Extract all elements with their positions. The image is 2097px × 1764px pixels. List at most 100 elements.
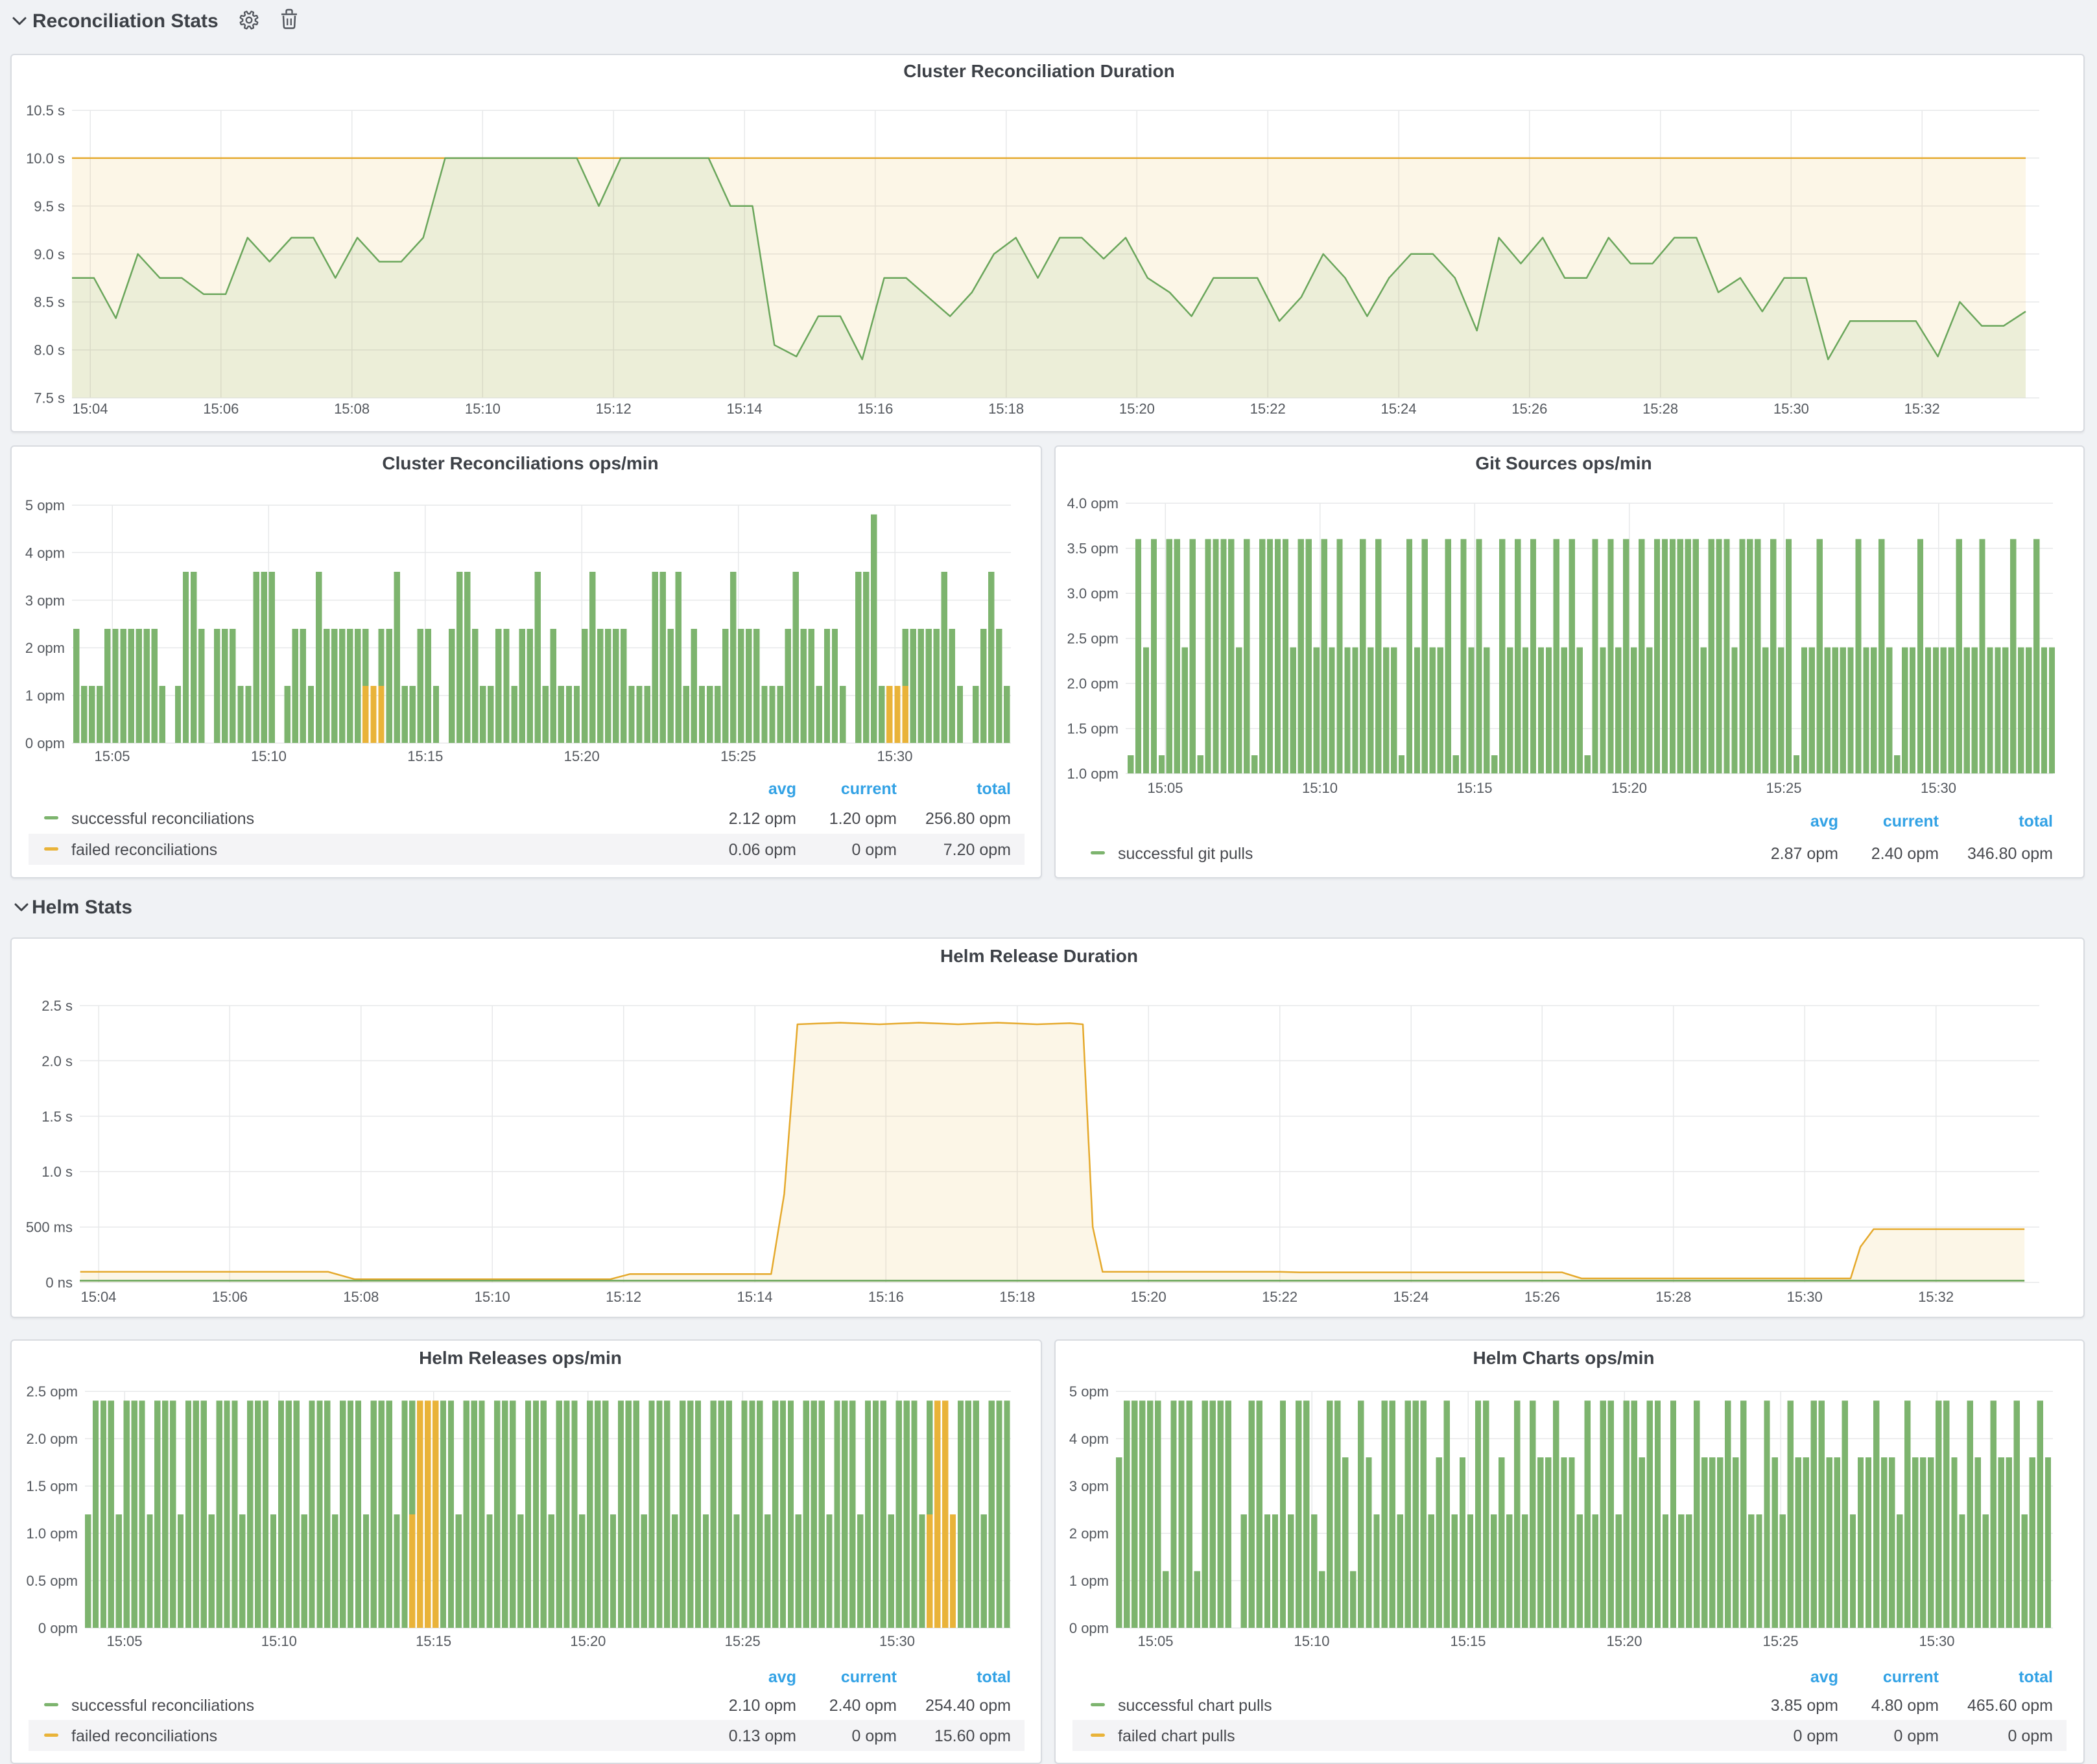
svg-text:0.5 opm: 0.5 opm bbox=[27, 1573, 78, 1589]
svg-text:15:24: 15:24 bbox=[1393, 1289, 1428, 1305]
svg-text:2.0 s: 2.0 s bbox=[41, 1053, 73, 1069]
svg-text:1.0 s: 1.0 s bbox=[41, 1164, 73, 1180]
svg-text:15:28: 15:28 bbox=[1655, 1289, 1691, 1305]
svg-text:2.5 opm: 2.5 opm bbox=[27, 1383, 78, 1400]
svg-text:avg: avg bbox=[1810, 812, 1838, 830]
svg-text:0.13 opm: 0.13 opm bbox=[729, 1727, 796, 1745]
svg-text:1.5 opm: 1.5 opm bbox=[1067, 721, 1119, 737]
svg-text:15:20: 15:20 bbox=[1119, 401, 1155, 417]
svg-text:15:14: 15:14 bbox=[726, 401, 762, 417]
svg-text:Helm Releases ops/min: Helm Releases ops/min bbox=[419, 1348, 622, 1368]
svg-text:500 ms: 500 ms bbox=[26, 1219, 73, 1236]
svg-text:15:15: 15:15 bbox=[1450, 1633, 1486, 1649]
svg-text:15:12: 15:12 bbox=[606, 1289, 641, 1305]
svg-text:15:25: 15:25 bbox=[1762, 1633, 1798, 1649]
svg-text:2 opm: 2 opm bbox=[25, 640, 65, 656]
svg-text:total: total bbox=[2019, 812, 2053, 830]
svg-text:15:08: 15:08 bbox=[334, 401, 370, 417]
svg-text:2.5 s: 2.5 s bbox=[41, 998, 73, 1014]
svg-text:15:10: 15:10 bbox=[1294, 1633, 1329, 1649]
svg-text:346.80 opm: 346.80 opm bbox=[1967, 845, 2053, 863]
svg-text:Git Sources ops/min: Git Sources ops/min bbox=[1475, 453, 1652, 473]
svg-text:15:22: 15:22 bbox=[1262, 1289, 1297, 1305]
svg-text:1.5 s: 1.5 s bbox=[41, 1109, 73, 1125]
svg-text:15:06: 15:06 bbox=[203, 401, 239, 417]
svg-text:failed chart pulls: failed chart pulls bbox=[1118, 1727, 1235, 1745]
svg-text:3.0 opm: 3.0 opm bbox=[1067, 585, 1119, 602]
svg-text:15:15: 15:15 bbox=[1456, 780, 1492, 796]
svg-text:15:05: 15:05 bbox=[94, 748, 130, 764]
svg-text:15:18: 15:18 bbox=[988, 401, 1024, 417]
svg-text:Cluster Reconciliation Duratio: Cluster Reconciliation Duration bbox=[903, 61, 1175, 81]
svg-text:15:18: 15:18 bbox=[999, 1289, 1035, 1305]
svg-text:total: total bbox=[977, 780, 1011, 798]
svg-text:0 opm: 0 opm bbox=[2008, 1727, 2053, 1745]
svg-text:15:08: 15:08 bbox=[343, 1289, 379, 1305]
svg-text:4.0 opm: 4.0 opm bbox=[1067, 495, 1119, 512]
svg-text:15:16: 15:16 bbox=[857, 401, 893, 417]
svg-text:3.5 opm: 3.5 opm bbox=[1067, 541, 1119, 557]
svg-text:15:28: 15:28 bbox=[1642, 401, 1678, 417]
svg-text:15:24: 15:24 bbox=[1380, 401, 1416, 417]
svg-text:1 opm: 1 opm bbox=[25, 688, 65, 704]
svg-text:failed reconciliations: failed reconciliations bbox=[71, 1727, 217, 1745]
svg-text:15:05: 15:05 bbox=[106, 1633, 142, 1649]
svg-text:current: current bbox=[841, 780, 897, 798]
svg-text:15:20: 15:20 bbox=[570, 1633, 606, 1649]
svg-text:2.40 opm: 2.40 opm bbox=[829, 1697, 897, 1715]
svg-text:0 ns: 0 ns bbox=[45, 1275, 73, 1291]
svg-text:465.60 opm: 465.60 opm bbox=[1967, 1697, 2053, 1715]
svg-text:total: total bbox=[2019, 1668, 2053, 1686]
svg-text:2.87 opm: 2.87 opm bbox=[1771, 845, 1838, 863]
svg-text:256.80 opm: 256.80 opm bbox=[925, 810, 1011, 828]
svg-text:15:10: 15:10 bbox=[475, 1289, 510, 1305]
svg-text:15:20: 15:20 bbox=[564, 748, 600, 764]
svg-text:2.5 opm: 2.5 opm bbox=[1067, 631, 1119, 647]
svg-text:15:22: 15:22 bbox=[1250, 401, 1286, 417]
svg-text:total: total bbox=[977, 1668, 1011, 1686]
svg-text:7.20 opm: 7.20 opm bbox=[943, 841, 1011, 859]
svg-text:Helm Stats: Helm Stats bbox=[32, 897, 132, 918]
svg-text:2.40 opm: 2.40 opm bbox=[1871, 845, 1939, 863]
svg-text:15:30: 15:30 bbox=[879, 1633, 915, 1649]
svg-text:10.5 s: 10.5 s bbox=[26, 102, 65, 119]
svg-text:15:04: 15:04 bbox=[80, 1289, 116, 1305]
svg-text:2.0 opm: 2.0 opm bbox=[1067, 676, 1119, 692]
svg-text:15:30: 15:30 bbox=[1921, 780, 1956, 796]
svg-text:15:30: 15:30 bbox=[1773, 401, 1809, 417]
svg-text:15:20: 15:20 bbox=[1611, 780, 1647, 796]
svg-text:15:10: 15:10 bbox=[1302, 780, 1338, 796]
svg-text:3.85 opm: 3.85 opm bbox=[1771, 1697, 1838, 1715]
svg-text:Cluster Reconciliations ops/mi: Cluster Reconciliations ops/min bbox=[382, 453, 658, 473]
svg-text:5 opm: 5 opm bbox=[1069, 1383, 1109, 1400]
svg-text:15:05: 15:05 bbox=[1137, 1633, 1173, 1649]
svg-text:15:12: 15:12 bbox=[596, 401, 632, 417]
svg-text:15:30: 15:30 bbox=[1919, 1633, 1954, 1649]
svg-text:2 opm: 2 opm bbox=[1069, 1525, 1109, 1542]
svg-text:1.0 opm: 1.0 opm bbox=[1067, 766, 1119, 782]
svg-text:3 opm: 3 opm bbox=[1069, 1478, 1109, 1494]
svg-text:8.5 s: 8.5 s bbox=[34, 294, 65, 311]
svg-text:5 opm: 5 opm bbox=[25, 497, 65, 513]
svg-text:15:30: 15:30 bbox=[1787, 1289, 1823, 1305]
svg-text:0 opm: 0 opm bbox=[852, 1727, 897, 1745]
svg-text:1.5 opm: 1.5 opm bbox=[27, 1478, 78, 1494]
svg-text:15:25: 15:25 bbox=[720, 748, 756, 764]
svg-text:successful chart pulls: successful chart pulls bbox=[1118, 1697, 1272, 1715]
svg-text:15:25: 15:25 bbox=[725, 1633, 761, 1649]
svg-text:15:16: 15:16 bbox=[868, 1289, 904, 1305]
svg-text:4 opm: 4 opm bbox=[25, 545, 65, 561]
svg-text:successful git pulls: successful git pulls bbox=[1118, 845, 1253, 863]
svg-text:9.5 s: 9.5 s bbox=[34, 198, 65, 215]
svg-text:15:06: 15:06 bbox=[212, 1289, 248, 1305]
svg-text:7.5 s: 7.5 s bbox=[34, 390, 65, 406]
svg-text:0 opm: 0 opm bbox=[1069, 1620, 1109, 1636]
svg-text:0 opm: 0 opm bbox=[25, 735, 65, 751]
svg-text:15:10: 15:10 bbox=[261, 1633, 297, 1649]
svg-text:Reconciliation Stats: Reconciliation Stats bbox=[32, 10, 219, 32]
svg-text:1.20 opm: 1.20 opm bbox=[829, 810, 897, 828]
svg-text:15:20: 15:20 bbox=[1606, 1633, 1642, 1649]
svg-text:15:04: 15:04 bbox=[72, 401, 108, 417]
svg-text:15:20: 15:20 bbox=[1131, 1289, 1167, 1305]
svg-text:15:32: 15:32 bbox=[1918, 1289, 1954, 1305]
